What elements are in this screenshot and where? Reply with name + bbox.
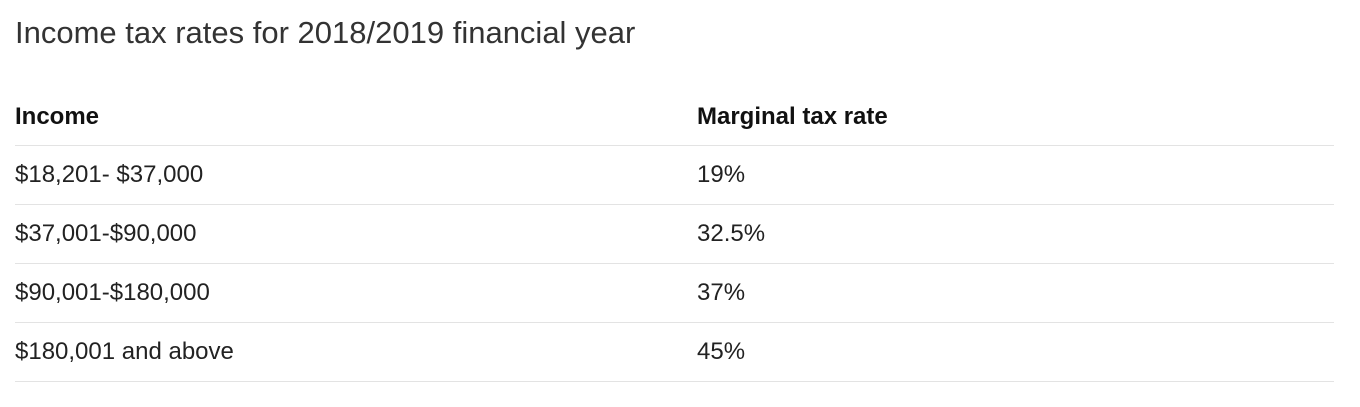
income-bracket-cell: $37,001-$90,000 <box>15 204 697 264</box>
income-bracket-cell: $90,001-$180,000 <box>15 263 697 323</box>
table-row: $37,001-$90,000 32.5% <box>15 204 1334 264</box>
tax-rate-cell: 45% <box>697 322 1334 382</box>
table-row: $18,201- $37,000 19% <box>15 145 1334 205</box>
column-header-marginal-tax-rate: Marginal tax rate <box>697 88 1334 146</box>
tax-rate-cell: 32.5% <box>697 204 1334 264</box>
tax-rate-cell: 37% <box>697 263 1334 323</box>
table-row: $90,001-$180,000 37% <box>15 263 1334 323</box>
income-bracket-cell: $180,001 and above <box>15 322 697 382</box>
column-header-income: Income <box>15 88 697 146</box>
income-bracket-cell: $18,201- $37,000 <box>15 145 697 205</box>
table-row: $180,001 and above 45% <box>15 322 1334 382</box>
tax-rate-cell: 19% <box>697 145 1334 205</box>
tax-rates-table: Income Marginal tax rate $18,201- $37,00… <box>15 88 1334 382</box>
table-header-row: Income Marginal tax rate <box>15 88 1334 146</box>
page-title: Income tax rates for 2018/2019 financial… <box>15 15 636 50</box>
